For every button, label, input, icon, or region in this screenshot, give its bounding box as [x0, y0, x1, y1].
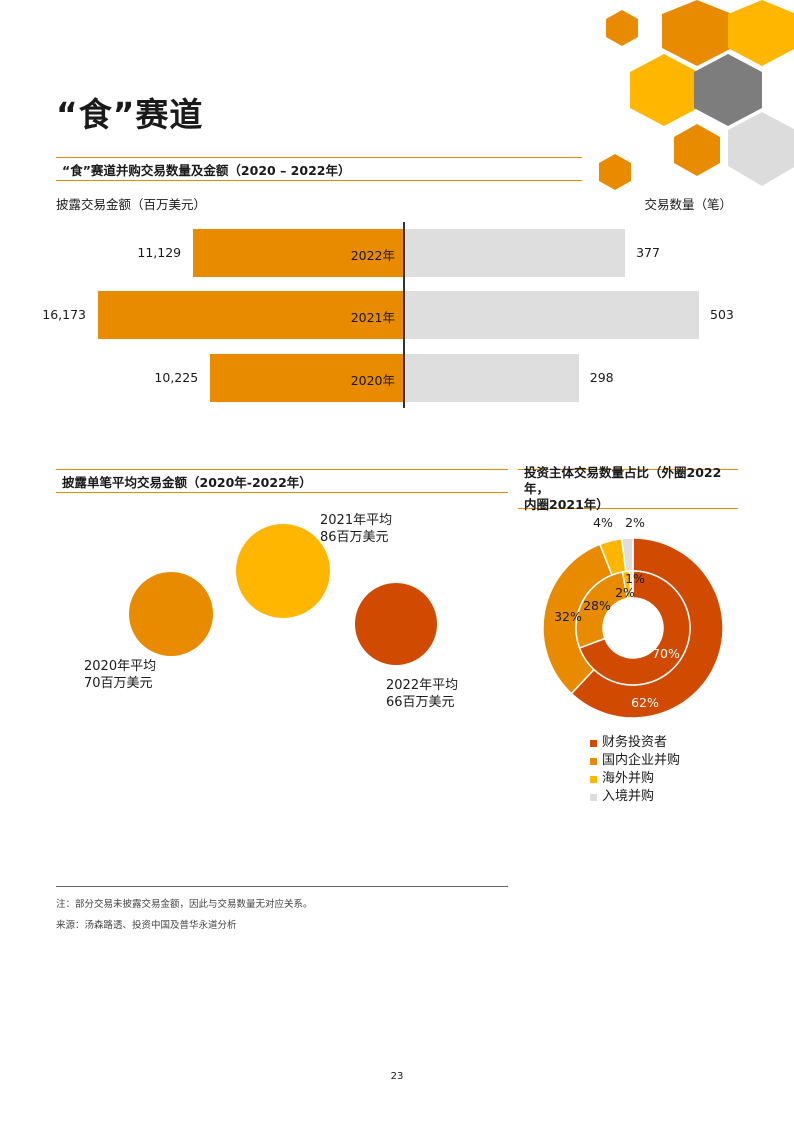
bubble-caption-year: 2020年平均: [84, 659, 157, 674]
amount-label: 11,129: [137, 245, 182, 260]
hexagon-shape: [694, 54, 762, 126]
average-deal-bubble: [128, 571, 214, 657]
hexagon-shape: [674, 124, 720, 176]
bubble-caption-year: 2022年平均: [386, 678, 459, 693]
legend-label: 海外并购: [602, 771, 655, 786]
amount-label: 16,173: [42, 307, 86, 322]
inner-ring-label: 70%: [652, 646, 680, 661]
bubble-caption-year: 2021年平均: [320, 513, 393, 528]
amount-bar: [210, 354, 403, 402]
legend-swatch: [590, 739, 597, 747]
legend-swatch: [590, 793, 597, 801]
legend-label: 入境并购: [602, 789, 655, 804]
page-number: 23: [390, 1071, 404, 1082]
source-note: 来源：汤森路透、投资中国及普华永道分析: [56, 920, 237, 931]
bubble-chart-heading-text: 披露单笔平均交易金额（2020年-2022年）: [62, 474, 312, 490]
donut-chart-heading: 投资主体交易数量占比（外圈2022年， 内圈2021年）: [518, 465, 738, 512]
legend-swatch: [590, 775, 597, 783]
year-label: 2022年: [350, 248, 395, 263]
bubble-chart-heading: 披露单笔平均交易金额（2020年-2022年）: [56, 469, 508, 493]
amount-bar: [98, 291, 403, 339]
year-label: 2021年: [350, 310, 395, 325]
count-bar: [404, 291, 699, 339]
inner-ring-slice: [578, 570, 691, 686]
count-bar: [404, 229, 626, 277]
legend-item: 财务投资者: [590, 734, 680, 752]
inner-ring-slice: [628, 570, 634, 599]
right-axis-label: 交易数量（笔）: [644, 197, 732, 212]
outer-ring-label: 4%: [593, 515, 613, 530]
inner-ring-label: 2%: [615, 585, 635, 600]
legend-label: 财务投资者: [602, 735, 668, 750]
donut-heading-line1: 投资主体交易数量占比（外圈2022年，: [524, 465, 722, 496]
inner-ring-label: 28%: [583, 598, 611, 613]
legend-label: 国内企业并购: [602, 753, 681, 768]
hexagon-shape: [630, 54, 698, 126]
left-axis-label: 披露交易金额（百万美元）: [56, 197, 207, 212]
legend-item: 入境并购: [590, 788, 680, 806]
bar-chart-heading-text: “食”赛道并购交易数量及金额（2020 – 2022年）: [62, 162, 351, 178]
bubble-caption-value: 66百万美元: [386, 695, 455, 710]
bubble-caption-value: 70百万美元: [84, 676, 153, 691]
average-deal-bubble: [236, 524, 330, 618]
hexagon-shape: [728, 0, 794, 66]
bubble-caption: 2021年平均 86百万美元: [320, 512, 392, 546]
legend-item: 国内企业并购: [590, 752, 680, 770]
hexagon-shape: [606, 10, 638, 46]
count-label: 298: [589, 370, 614, 385]
page-title: “食”赛道: [56, 95, 204, 134]
footnote: 注：部分交易未披露交易金额，因此与交易数量无对应关系。: [56, 899, 313, 910]
bar-chart-heading: “食”赛道并购交易数量及金额（2020 – 2022年）: [56, 157, 582, 181]
outer-ring-label: 2%: [625, 515, 645, 530]
outer-ring-label: 62%: [631, 695, 659, 710]
amount-label: 10,225: [154, 370, 199, 385]
bubble-caption: 2020年平均 70百万美元: [84, 658, 156, 692]
bubble-caption: 2022年平均 66百万美元: [386, 677, 458, 711]
notes-divider: [56, 886, 508, 887]
donut-legend: 财务投资者国内企业并购 海外并购入境并购: [590, 734, 680, 806]
inner-ring-label: 1%: [625, 571, 645, 586]
average-deal-bubble: [354, 582, 438, 666]
legend-item: 海外并购: [590, 770, 680, 788]
amount-bar: [193, 229, 403, 277]
outer-ring-label: 32%: [554, 609, 582, 624]
count-bar: [404, 354, 579, 402]
bar-chart-center-axis: [403, 222, 405, 408]
decorative-hexagons: [599, 0, 794, 190]
count-label: 377: [636, 245, 660, 260]
donut-chart: 62%32%4% 2%70%28%2%1%: [542, 515, 724, 719]
donut-heading-line2: 内圈2021年）: [524, 497, 609, 512]
hexagon-shape: [662, 0, 732, 66]
hexagon-shape: [599, 154, 631, 190]
hexagon-shape: [728, 112, 794, 186]
count-label: 503: [710, 307, 734, 322]
legend-swatch: [590, 757, 597, 765]
bubble-caption-value: 86百万美元: [320, 530, 389, 545]
year-label: 2020年: [350, 373, 395, 388]
